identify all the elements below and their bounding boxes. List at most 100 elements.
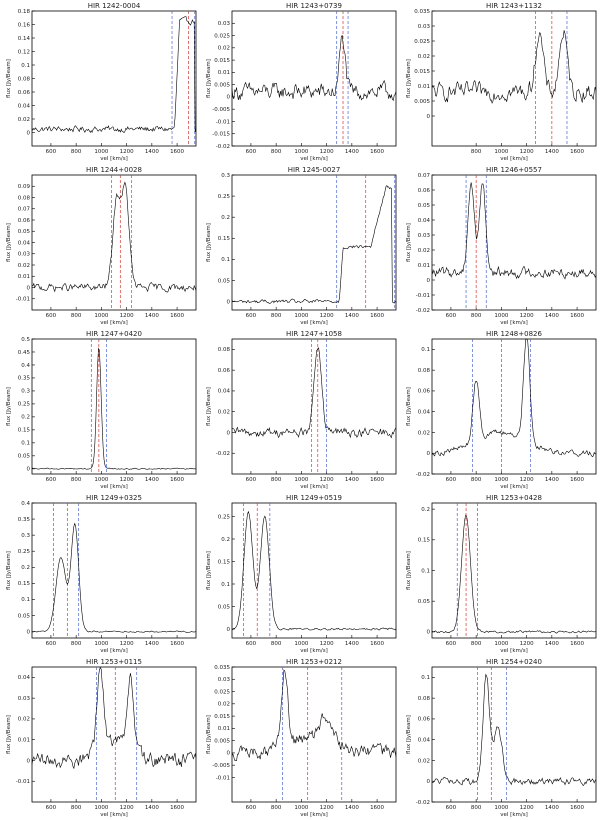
y-tick-label: 0.02 — [418, 758, 430, 764]
y-tick-label: 0.15 — [218, 236, 231, 242]
y-axis-label: flux [Jy/Beam] — [406, 715, 412, 754]
y-tick-label: 0.01 — [18, 737, 30, 743]
x-tick-label: 600 — [446, 641, 457, 647]
x-tick-label: 1000 — [94, 641, 108, 647]
y-tick-label: 0 — [227, 627, 231, 633]
x-tick-label: 1600 — [570, 477, 584, 483]
plot-frame — [31, 502, 197, 639]
hi-spectrum-line — [31, 16, 197, 134]
y-tick-label: 0.15 — [218, 559, 231, 565]
x-tick-label: 600 — [46, 477, 57, 483]
panel-title: HIR 1243+1132 — [486, 2, 542, 10]
x-tick-label: 1200 — [320, 313, 334, 319]
hi-spectrum-line — [31, 522, 197, 633]
x-tick-label: 800 — [71, 477, 82, 483]
x-tick-label: 1200 — [520, 805, 534, 811]
y-tick-label: 0.07 — [418, 173, 431, 179]
x-tick-label: 600 — [246, 805, 257, 811]
y-tick-label: 0.16 — [18, 22, 31, 28]
y-tick-label: 0.04 — [218, 389, 231, 395]
x-axis-label: vel [km/s] — [300, 156, 327, 162]
x-tick-label: 1200 — [120, 477, 134, 483]
hi-spectrum-line — [431, 30, 597, 104]
y-tick-label: 0.2 — [221, 215, 230, 221]
y-axis-label: flux [Jy/Beam] — [406, 387, 412, 426]
y-tick-label: 0.04 — [18, 103, 31, 109]
x-axis-label: vel [km/s] — [300, 484, 327, 490]
y-tick-label: 0 — [227, 430, 231, 436]
y-tick-label: 0 — [27, 467, 31, 473]
x-tick-label: 800 — [471, 313, 482, 319]
x-tick-label: 800 — [71, 641, 82, 647]
panel-title: HIR 1243+0739 — [286, 2, 342, 10]
y-tick-label: 0.05 — [418, 599, 431, 605]
plot-frame — [231, 174, 397, 311]
hi-spectrum-line — [432, 673, 597, 787]
spectrum-panel: HIR 1253+0212 600 800 1000 1200 1400 1600 -0.01… — [206, 658, 397, 818]
y-tick-label: 0.08 — [18, 195, 31, 201]
y-tick-label: -0.02 — [416, 472, 430, 478]
plot-frame — [231, 502, 397, 639]
x-tick-label: 1600 — [370, 313, 384, 319]
x-tick-label: 1200 — [320, 477, 334, 483]
x-axis-label: vel [km/s] — [500, 320, 527, 326]
x-tick-label: 1000 — [494, 805, 508, 811]
plot-frame — [231, 338, 397, 475]
y-tick-label: 0.015 — [414, 69, 430, 75]
y-tick-label: 0 — [427, 451, 431, 457]
y-tick-label: 0.015 — [214, 58, 230, 64]
x-tick-label: 1200 — [520, 149, 534, 155]
y-tick-label: -0.01 — [416, 293, 430, 299]
x-tick-label: 1200 — [520, 477, 534, 483]
x-tick-label: 1600 — [570, 149, 584, 155]
y-tick-label: 0.08 — [418, 696, 431, 702]
plot-frame — [431, 174, 597, 311]
x-axis-label: vel [km/s] — [500, 484, 527, 490]
x-tick-label: 1200 — [320, 805, 334, 811]
y-tick-label: 0.3 — [221, 173, 230, 179]
x-tick-label: 1200 — [120, 149, 134, 155]
y-tick-label: 0.04 — [418, 409, 431, 415]
x-tick-label: 1600 — [570, 805, 584, 811]
hi-spectrum-line — [31, 347, 197, 470]
x-tick-label: 1400 — [145, 313, 159, 319]
x-tick-label: 800 — [471, 805, 482, 811]
y-tick-label: 0.06 — [418, 717, 431, 723]
spectrum-panel: HIR 1242-0004 600 800 1000 1200 1400 1600 0 0.02… — [6, 2, 197, 162]
x-axis-label: vel [km/s] — [100, 812, 127, 818]
x-tick-label: 1400 — [345, 313, 359, 319]
y-tick-label: 0.01 — [218, 726, 230, 732]
x-tick-label: 800 — [71, 149, 82, 155]
y-tick-label: 0.2 — [21, 565, 30, 571]
y-axis-label: flux [Jy/Beam] — [206, 387, 212, 426]
x-tick-label: 1400 — [145, 641, 159, 647]
x-tick-label: 1000 — [494, 477, 508, 483]
x-axis-label: vel [km/s] — [500, 156, 527, 162]
x-tick-label: 1200 — [520, 641, 534, 647]
y-tick-label: -0.005 — [212, 763, 230, 769]
y-tick-label: 0.005 — [414, 99, 430, 105]
x-tick-label: 1200 — [520, 313, 534, 319]
y-tick-label: 0.1 — [221, 257, 230, 263]
y-tick-label: 0.25 — [18, 402, 31, 408]
hi-spectrum-line — [231, 669, 397, 762]
panel-title: HIR 1253+0428 — [486, 494, 542, 502]
y-tick-label: 0.15 — [18, 581, 31, 587]
x-tick-label: 1600 — [170, 313, 184, 319]
y-tick-label: 0.06 — [218, 368, 231, 374]
x-tick-label: 800 — [471, 149, 482, 155]
y-tick-label: 0.02 — [418, 430, 430, 436]
y-axis-label: flux [Jy/Beam] — [6, 715, 12, 754]
y-axis-label: flux [Jy/Beam] — [6, 387, 12, 426]
panel-title: HIR 1254+0240 — [486, 658, 542, 666]
y-tick-label: 0.15 — [18, 428, 31, 434]
x-tick-label: 1400 — [545, 313, 559, 319]
y-tick-label: 0.45 — [18, 350, 31, 356]
plot-frame — [431, 502, 597, 639]
x-axis-label: vel [km/s] — [100, 484, 127, 490]
spectrum-panel: HIR 1254+0240 600 800 1000 1200 1400 1600 -0.02… — [406, 658, 597, 818]
y-tick-label: 0.06 — [418, 389, 431, 395]
y-tick-label: 0 — [227, 95, 231, 101]
plot-frame — [31, 174, 197, 311]
